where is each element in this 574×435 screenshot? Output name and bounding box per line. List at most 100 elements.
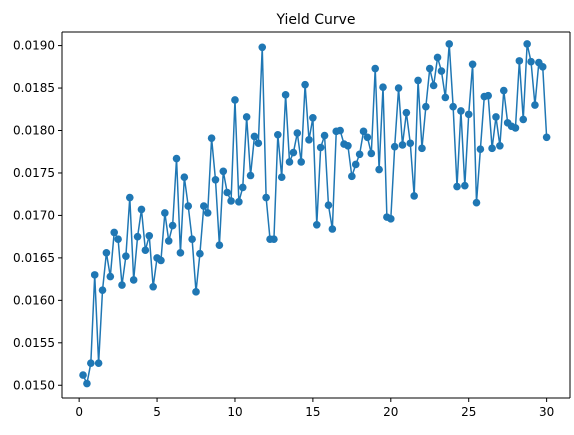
x-tick-label: 20 bbox=[383, 405, 398, 419]
data-point bbox=[511, 124, 520, 132]
data-point bbox=[258, 43, 267, 52]
chart-title: Yield Curve bbox=[275, 12, 355, 28]
data-point bbox=[363, 133, 372, 142]
data-point bbox=[316, 143, 325, 152]
data-point bbox=[312, 220, 321, 229]
data-point bbox=[145, 232, 154, 240]
data-point bbox=[211, 175, 220, 184]
data-point bbox=[114, 235, 122, 243]
data-point bbox=[305, 136, 313, 144]
data-point bbox=[355, 150, 364, 159]
data-point bbox=[118, 281, 126, 289]
data-point bbox=[293, 129, 302, 137]
data-point bbox=[538, 63, 547, 71]
x-tick-label: 10 bbox=[227, 405, 242, 419]
data-point bbox=[344, 141, 352, 150]
data-point bbox=[301, 80, 309, 89]
plot-area: 0 5 10 15 20 25 30 0.0150 0.0155 0.0160 0.0165 0.01… bbox=[13, 31, 571, 419]
data-point bbox=[488, 144, 496, 153]
data-point bbox=[527, 57, 535, 66]
data-point bbox=[110, 228, 118, 237]
data-point bbox=[231, 96, 239, 104]
data-point bbox=[425, 64, 434, 73]
data-point bbox=[414, 76, 422, 85]
data-point bbox=[238, 183, 247, 192]
data-point bbox=[242, 113, 251, 121]
y-tick-label: 0.0190 bbox=[13, 39, 55, 53]
data-point bbox=[184, 202, 193, 210]
data-point bbox=[106, 272, 115, 281]
data-point bbox=[542, 133, 551, 142]
data-point bbox=[367, 149, 376, 158]
data-point bbox=[164, 237, 173, 245]
data-point bbox=[281, 91, 290, 99]
data-point bbox=[83, 379, 91, 388]
data-point bbox=[309, 113, 317, 122]
data-point bbox=[398, 141, 407, 149]
data-point bbox=[410, 192, 418, 200]
data-point bbox=[215, 241, 224, 249]
x-tick-label: 15 bbox=[305, 405, 320, 419]
x-tick-label: 30 bbox=[539, 405, 554, 419]
data-point bbox=[149, 282, 157, 291]
y-tick-label: 0.0150 bbox=[13, 378, 55, 392]
data-point bbox=[246, 171, 255, 180]
data-point bbox=[297, 158, 306, 166]
data-point bbox=[172, 154, 181, 163]
data-point bbox=[418, 144, 426, 153]
data-point bbox=[227, 197, 235, 205]
data-point bbox=[90, 271, 99, 279]
data-point bbox=[192, 288, 200, 296]
x-tick-label: 0 bbox=[75, 405, 83, 419]
y-tick-label: 0.0170 bbox=[13, 208, 55, 222]
data-point bbox=[176, 248, 185, 257]
data-point bbox=[320, 131, 329, 140]
y-tick-label: 0.0175 bbox=[13, 166, 55, 180]
data-point bbox=[157, 256, 165, 265]
data-point bbox=[394, 84, 403, 92]
data-point bbox=[161, 209, 169, 217]
x-tick-label: 25 bbox=[461, 405, 476, 419]
data-point bbox=[375, 165, 383, 174]
data-point bbox=[499, 86, 508, 95]
data-point bbox=[519, 115, 528, 124]
y-tick-label: 0.0160 bbox=[13, 293, 55, 307]
data-point bbox=[207, 134, 216, 142]
data-point bbox=[141, 246, 150, 255]
data-point bbox=[437, 67, 446, 75]
data-point bbox=[472, 198, 481, 207]
data-point bbox=[277, 173, 286, 182]
data-point bbox=[449, 102, 457, 111]
data-point bbox=[289, 148, 298, 157]
data-point bbox=[484, 91, 492, 100]
data-point bbox=[125, 193, 134, 202]
data-point bbox=[98, 286, 107, 294]
data-point bbox=[387, 215, 395, 223]
y-tick-label: 0.0155 bbox=[13, 336, 55, 350]
data-point bbox=[492, 113, 500, 121]
data-point bbox=[496, 141, 504, 150]
data-point bbox=[168, 221, 177, 230]
data-point bbox=[468, 60, 477, 69]
data-point bbox=[336, 126, 344, 135]
data-point bbox=[235, 198, 243, 206]
data-point bbox=[348, 172, 356, 181]
data-point bbox=[79, 371, 87, 379]
data-point bbox=[328, 225, 337, 233]
data-point bbox=[250, 132, 259, 141]
x-tick-label: 5 bbox=[153, 405, 161, 419]
data-point bbox=[379, 83, 387, 91]
data-point bbox=[464, 110, 473, 119]
data-point bbox=[402, 108, 411, 117]
data-point bbox=[203, 209, 212, 217]
y-tick-label: 0.0165 bbox=[13, 251, 55, 265]
data-point bbox=[254, 139, 263, 148]
data-point bbox=[476, 145, 485, 153]
data-point bbox=[515, 57, 524, 65]
data-point bbox=[390, 142, 399, 151]
data-point bbox=[223, 188, 231, 197]
data-point bbox=[359, 127, 368, 136]
data-point bbox=[531, 101, 539, 109]
data-point bbox=[180, 173, 189, 182]
